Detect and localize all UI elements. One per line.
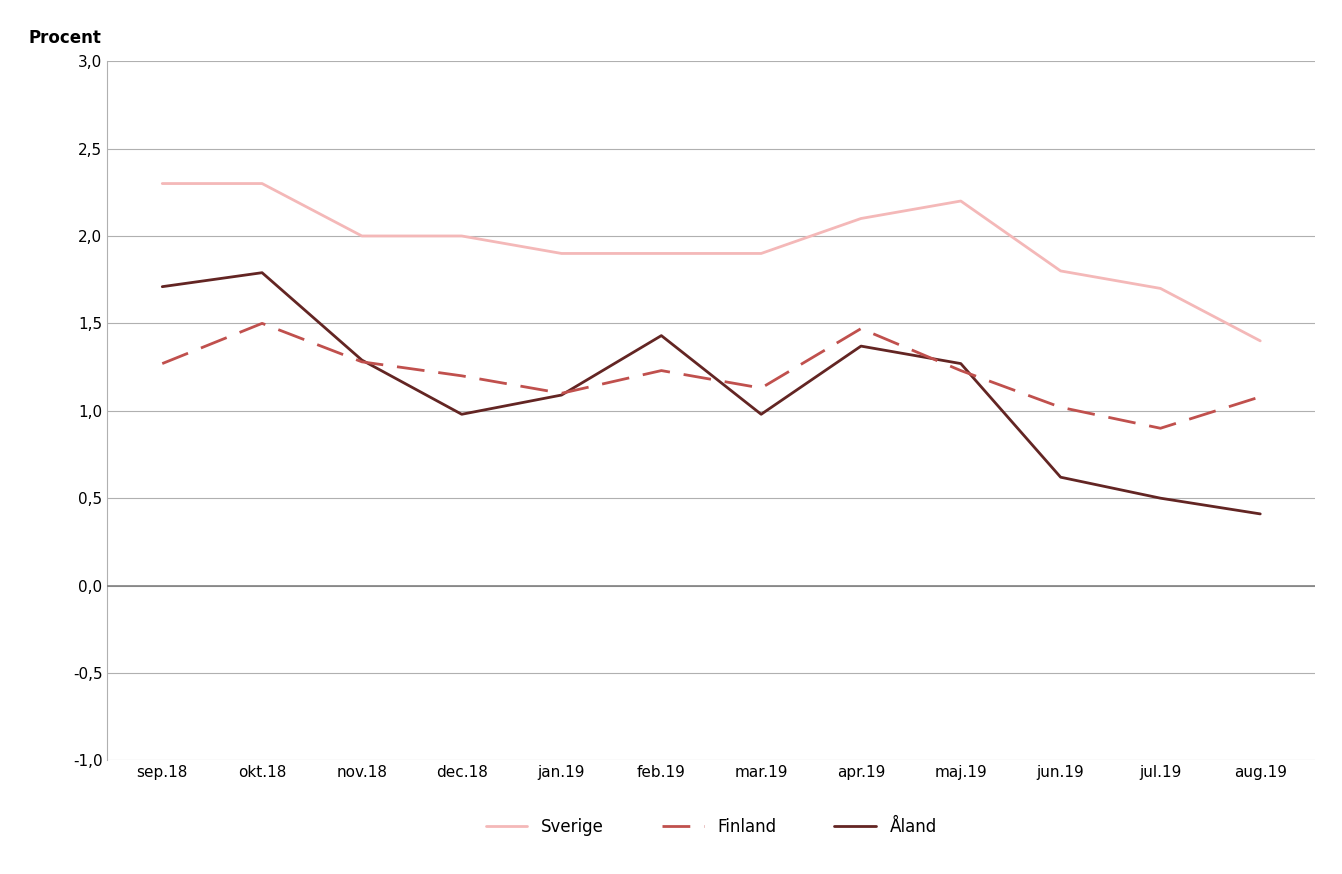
Sverige (154, 178, 170, 189)
Line: Åland: Åland (162, 273, 1260, 514)
Sverige (953, 196, 969, 206)
Åland (354, 355, 370, 365)
Åland (1153, 493, 1169, 503)
Åland (854, 341, 870, 351)
Finland (553, 388, 569, 399)
Finland (254, 318, 270, 329)
Åland (953, 358, 969, 369)
Finland (654, 365, 670, 376)
Sverige (1252, 336, 1268, 346)
Åland (1052, 472, 1068, 482)
Finland (854, 323, 870, 334)
Sverige (354, 231, 370, 241)
Sverige (654, 248, 670, 259)
Åland (454, 409, 470, 420)
Text: Procent: Procent (28, 29, 102, 47)
Åland (553, 390, 569, 400)
Line: Finland: Finland (162, 323, 1260, 428)
Finland (354, 357, 370, 367)
Finland (1153, 423, 1169, 434)
Finland (953, 365, 969, 376)
Sverige (1153, 283, 1169, 294)
Åland (654, 330, 670, 341)
Line: Sverige: Sverige (162, 184, 1260, 341)
Sverige (454, 231, 470, 241)
Finland (753, 383, 769, 393)
Sverige (553, 248, 569, 259)
Åland (1252, 509, 1268, 519)
Legend: Sverige, Finland, Åland: Sverige, Finland, Åland (479, 812, 943, 843)
Sverige (753, 248, 769, 259)
Finland (1052, 402, 1068, 413)
Finland (1252, 392, 1268, 402)
Sverige (254, 178, 270, 189)
Finland (454, 371, 470, 381)
Sverige (854, 213, 870, 224)
Åland (254, 267, 270, 278)
Sverige (1052, 266, 1068, 276)
Finland (154, 358, 170, 369)
Åland (753, 409, 769, 420)
Åland (154, 281, 170, 292)
